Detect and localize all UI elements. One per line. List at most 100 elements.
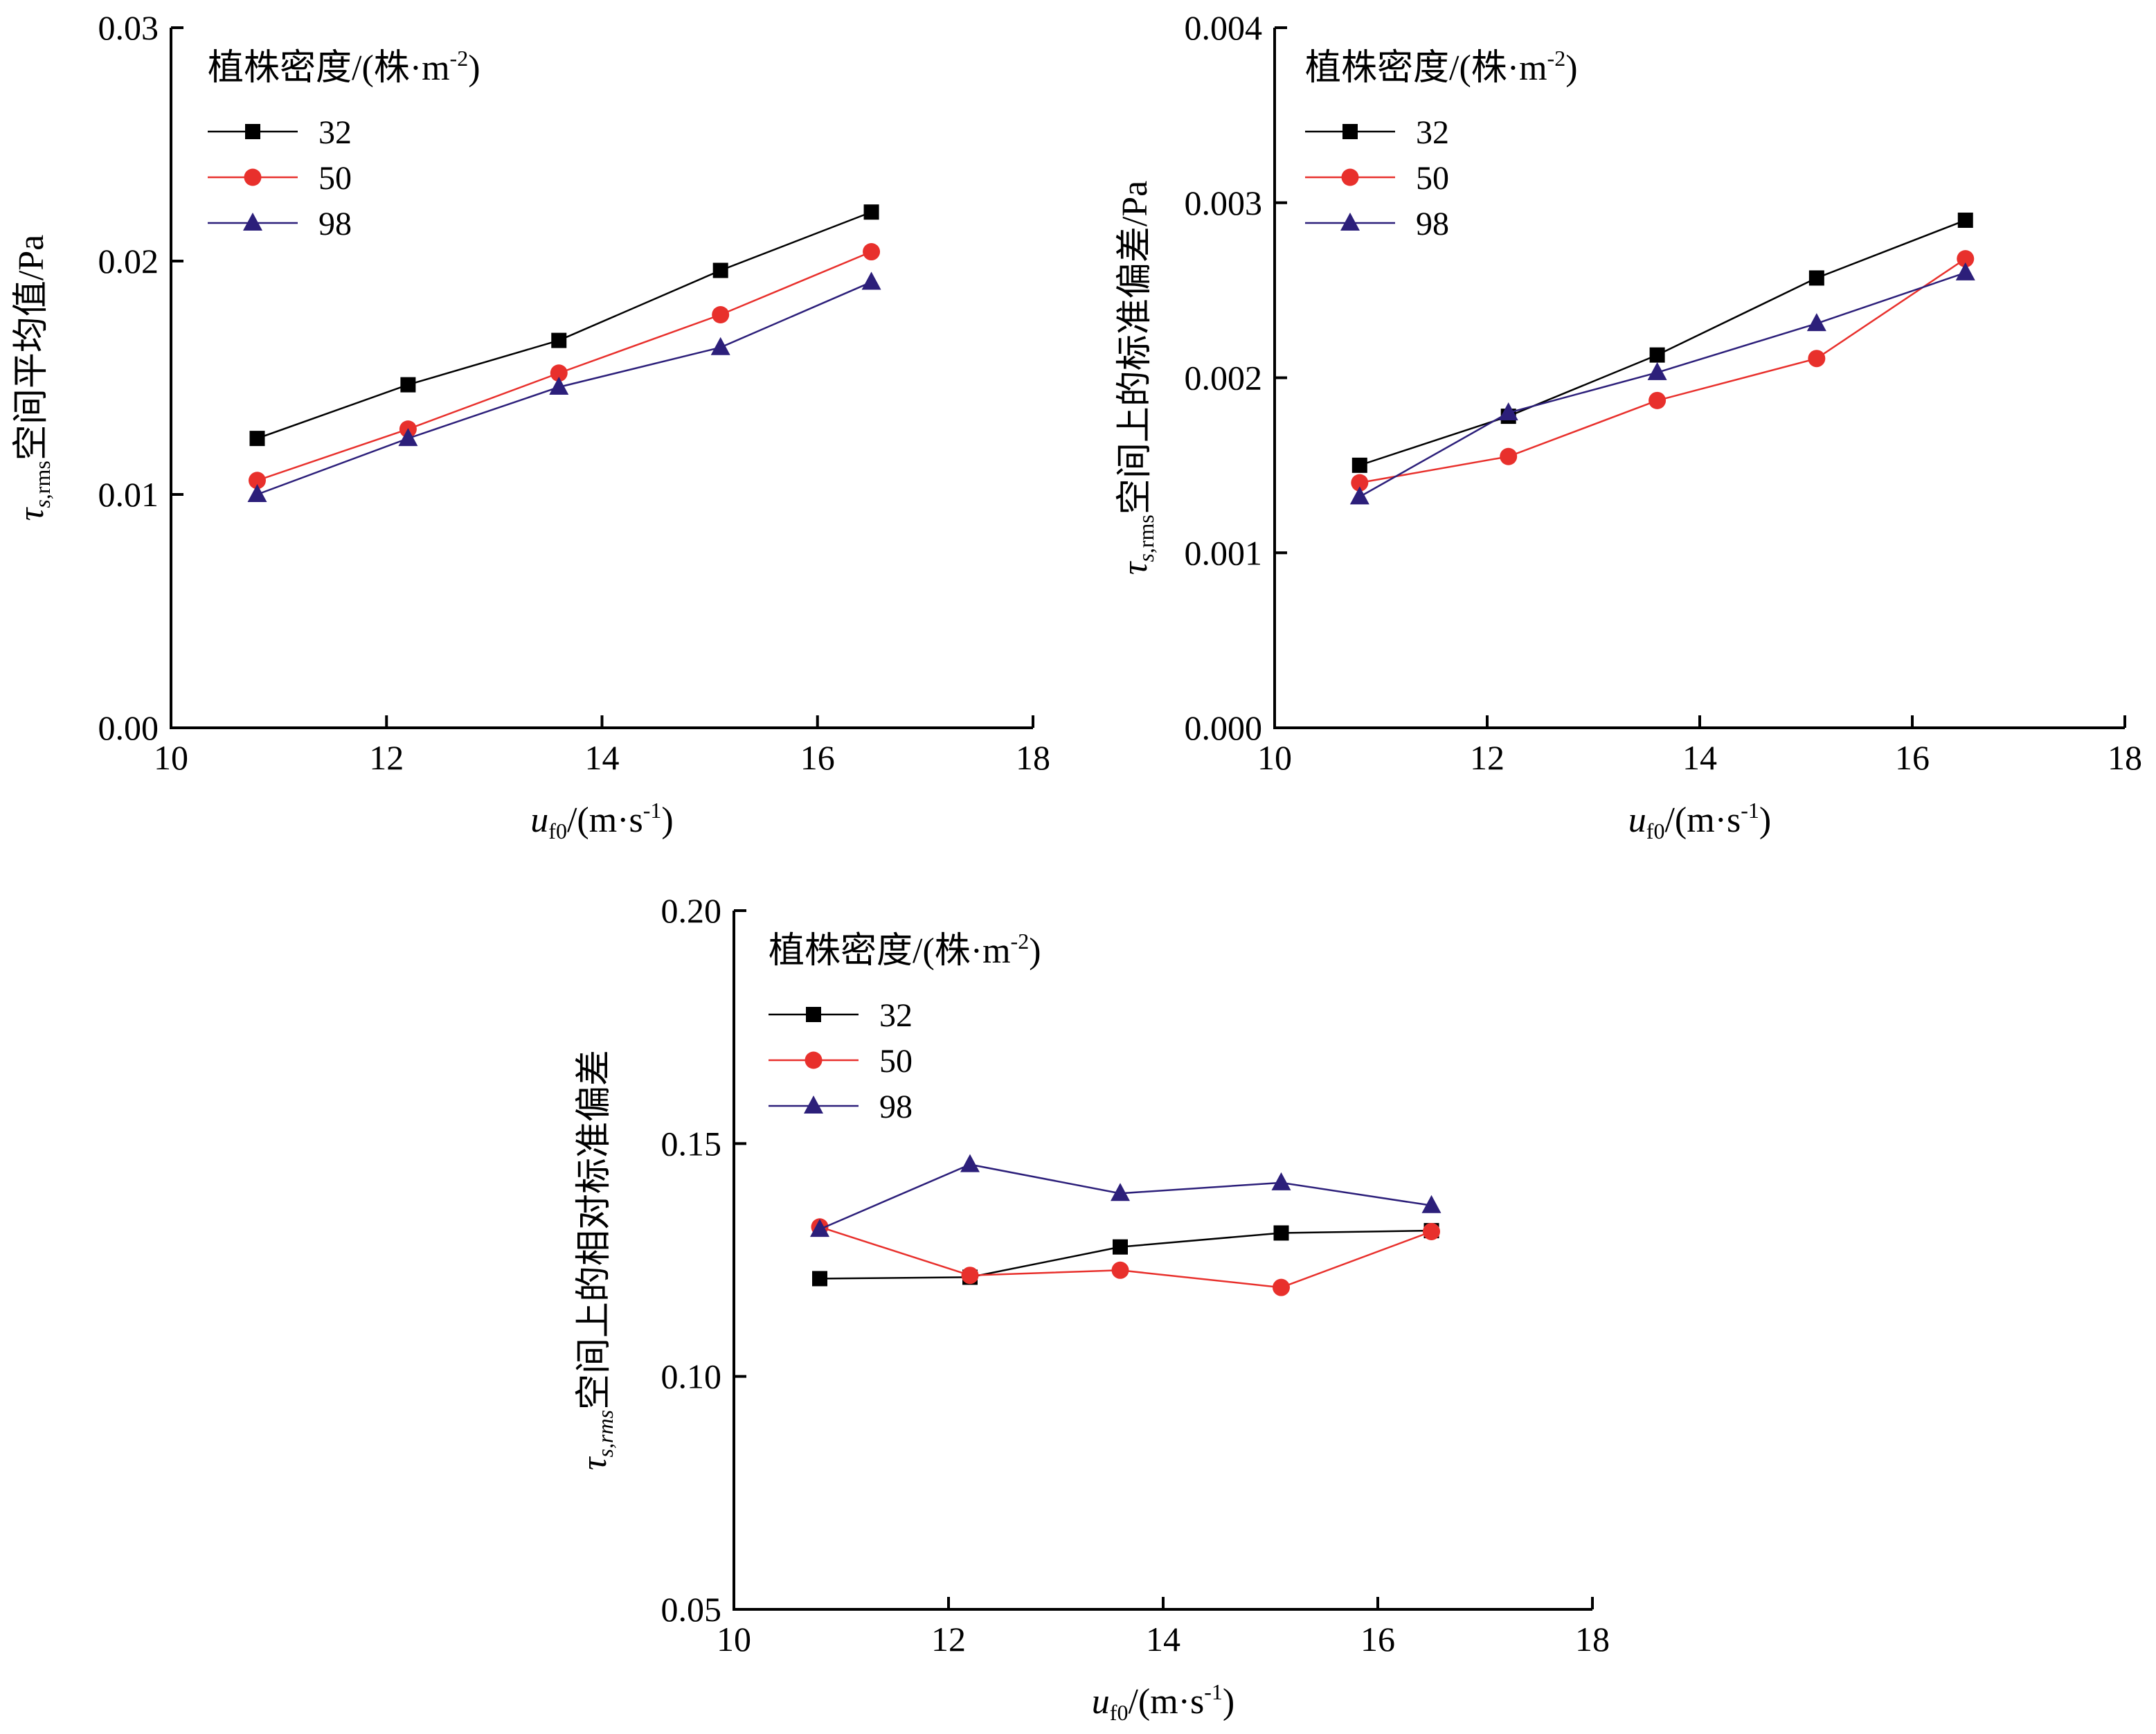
data-point	[1111, 1183, 1130, 1201]
series-50	[1351, 250, 1975, 492]
data-point	[400, 377, 416, 393]
data-point	[1351, 457, 1367, 473]
data-point	[1649, 391, 1667, 409]
data-point	[1806, 313, 1826, 332]
data-point	[1808, 350, 1826, 368]
legend-label: 50	[1416, 160, 1449, 197]
x-tick-label: 14	[1682, 738, 1717, 777]
chart-panel-2: 10 12 14 16 18 0.000 0.001 0.002 0.003 0.004 uf0/(…	[1115, 8, 2142, 843]
legend-entry-98: 98	[1305, 206, 1449, 242]
legend-entry-32: 32	[769, 997, 913, 1034]
data-point	[1271, 1172, 1291, 1190]
data-point	[1111, 1261, 1129, 1279]
legend-label: 32	[879, 997, 913, 1034]
axes	[1273, 28, 2125, 729]
x-tick-label: 16	[1895, 738, 1930, 777]
data-point	[398, 428, 418, 447]
data-point	[1273, 1278, 1290, 1296]
data-point	[1273, 1225, 1289, 1241]
data-point	[812, 1271, 827, 1287]
y-tick-label: 0.15	[661, 1124, 722, 1163]
data-point	[1421, 1195, 1441, 1213]
y-tick-label: 0.01	[98, 475, 159, 514]
x-tick-label: 16	[800, 738, 835, 777]
axes	[170, 28, 1033, 729]
legend-marker	[1341, 168, 1359, 186]
legend-entry-50: 50	[769, 1043, 913, 1080]
y-tick-label: 0.003	[1185, 184, 1263, 222]
series-50	[249, 243, 881, 490]
legend-marker	[244, 168, 262, 186]
x-axis-label: uf0/(m·s-1)	[1092, 1679, 1234, 1725]
data-point	[960, 1154, 980, 1172]
series-98	[1349, 262, 1975, 505]
y-tick-label: 0.10	[661, 1357, 722, 1396]
legend-label: 98	[318, 206, 352, 242]
legend-marker	[804, 1096, 823, 1114]
chart-panel-1: 10 12 14 16 18 0.00 0.01 0.02 0.03 uf0/(m·s-1) τs,…	[12, 8, 1050, 843]
x-tick-label: 10	[717, 1620, 751, 1659]
series-line	[257, 251, 872, 481]
data-point	[549, 376, 569, 395]
y-axis-label: τs,rms空间上的标准偏差/Pa	[1115, 181, 1158, 575]
legend-label: 32	[1416, 114, 1449, 151]
data-point	[712, 306, 730, 324]
data-point	[1498, 402, 1518, 421]
legend-label: 98	[879, 1089, 913, 1125]
data-point	[961, 1267, 979, 1285]
x-tick-label: 12	[1470, 738, 1504, 777]
data-point	[1423, 1222, 1440, 1240]
y-tick-label: 0.20	[661, 891, 722, 930]
legend-marker	[805, 1051, 823, 1069]
y-tick-label: 0.002	[1185, 359, 1263, 397]
legend-marker	[243, 213, 262, 231]
series-line	[1359, 219, 1966, 467]
data-point	[1957, 250, 1975, 268]
data-point	[247, 484, 267, 502]
legend-entry-32: 32	[1305, 114, 1449, 151]
y-tick-label: 0.03	[98, 8, 159, 47]
data-point	[1351, 474, 1369, 492]
x-axis-label: uf0/(m·s-1)	[530, 798, 673, 843]
data-point	[1649, 347, 1665, 363]
legend-marker	[245, 124, 260, 139]
x-tick-label: 18	[1575, 1620, 1610, 1659]
series-50	[811, 1218, 1440, 1296]
legend-label: 50	[879, 1043, 913, 1080]
series-32	[1351, 213, 1973, 473]
legend: 植株密度/(株·m-2) 32 50 98	[1305, 46, 1578, 242]
data-point	[863, 204, 879, 220]
legend-label: 50	[318, 160, 352, 197]
x-tick-label: 12	[931, 1620, 966, 1659]
axes	[733, 911, 1592, 1611]
legend-entry-98: 98	[769, 1089, 913, 1125]
y-tick-label: 0.000	[1185, 708, 1263, 747]
y-tick-label: 0.02	[98, 242, 159, 280]
chart-panel-3: 10 12 14 16 18 0.05 0.10 0.15 0.20 uf0/(m·s-1) τs,…	[575, 891, 1610, 1725]
data-point	[1113, 1239, 1128, 1255]
x-tick-label: 10	[1257, 738, 1292, 777]
x-axis-label: uf0/(m·s-1)	[1628, 798, 1771, 843]
x-tick-label: 18	[1016, 738, 1050, 777]
data-point	[712, 262, 728, 278]
data-point	[1647, 361, 1667, 380]
legend-marker	[806, 1007, 821, 1022]
legend-label: 98	[1416, 206, 1449, 242]
data-point	[861, 271, 881, 290]
data-point	[249, 472, 266, 490]
y-tick-label: 0.00	[98, 708, 159, 747]
legend-entry-32: 32	[208, 114, 352, 151]
data-point	[710, 337, 730, 355]
y-tick-label: 0.004	[1185, 8, 1263, 47]
legend-label: 32	[318, 114, 352, 151]
legend-title: 植株密度/(株·m-2)	[208, 46, 480, 88]
series-98	[810, 1154, 1441, 1237]
y-axis-label: τs,rms空间平均值/Pa	[12, 235, 55, 521]
data-point	[1349, 486, 1369, 505]
series-32	[249, 204, 879, 447]
x-tick-label: 10	[154, 738, 188, 777]
x-tick-label: 14	[1146, 1620, 1180, 1659]
data-point	[551, 332, 567, 348]
data-point	[1500, 447, 1518, 465]
